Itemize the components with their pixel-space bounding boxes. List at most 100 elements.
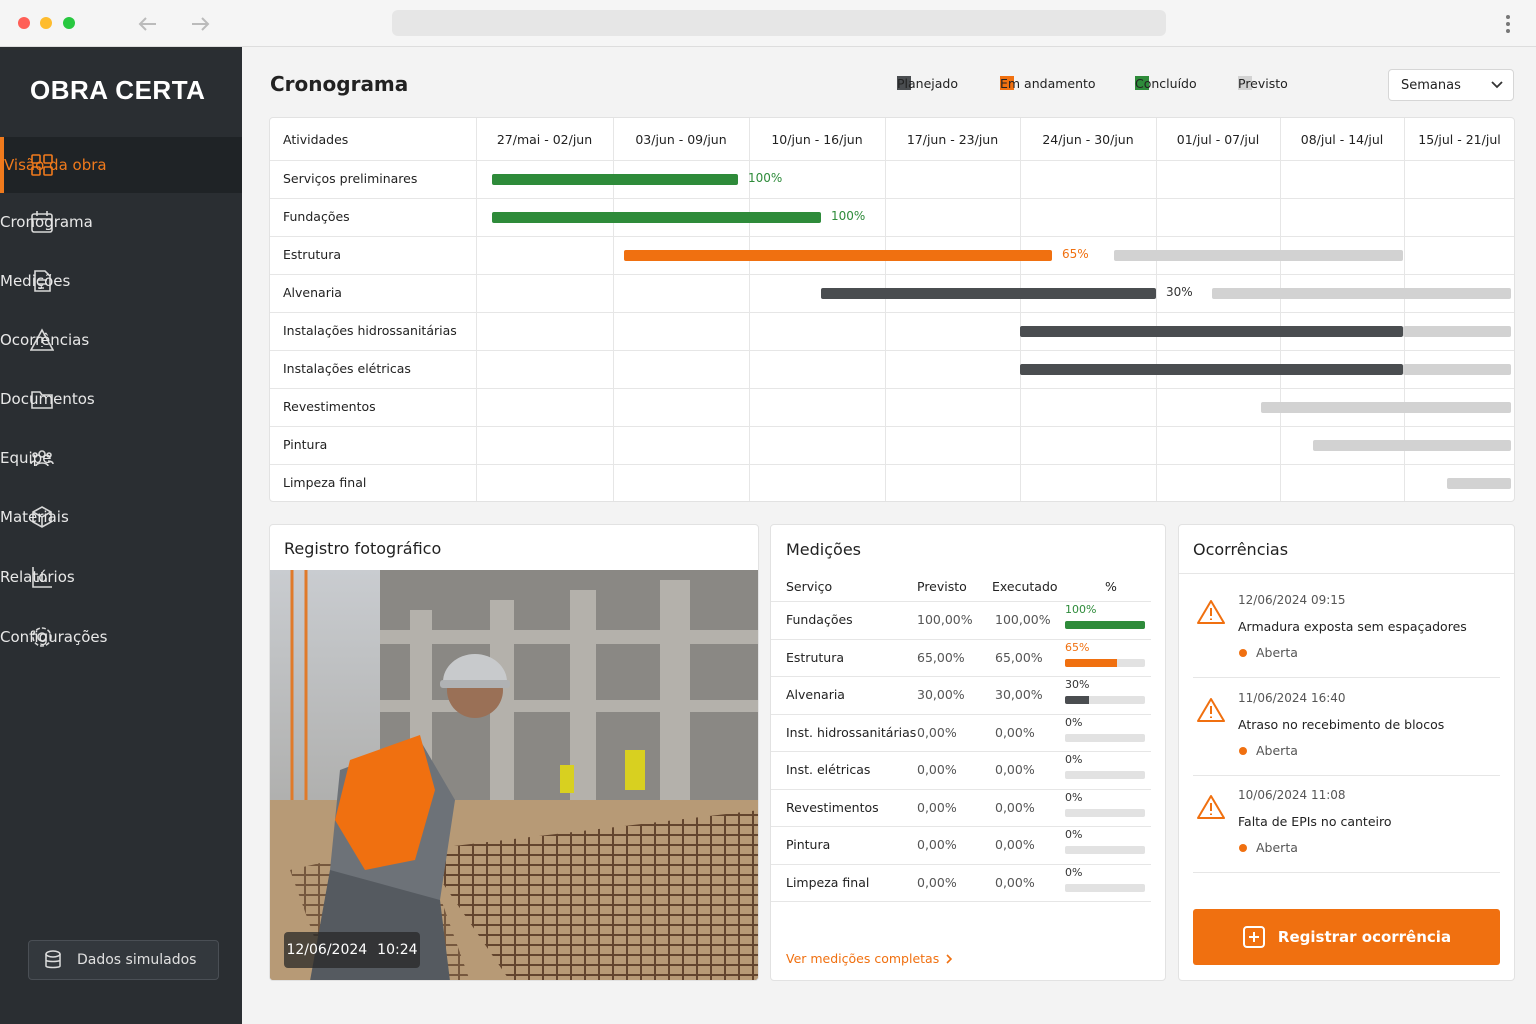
page-title: Cronograma [270,72,409,96]
meas-header: % [1105,579,1117,594]
nav-icon [30,450,54,467]
progress-label: 65% [1062,247,1089,261]
progress-track [1065,883,1145,892]
meas-executed: 30,00% [995,687,1043,702]
max-dot[interactable] [63,17,75,29]
incident-status: Aberta [1256,645,1298,660]
warning-icon [1197,600,1225,624]
progress-fill [1065,621,1145,629]
nav-item[interactable]: Configurações [0,609,242,665]
incident-status: Aberta [1256,742,1298,758]
col-divider [1156,118,1157,501]
meas-divider [771,751,1151,752]
meas-pct: 30% [1065,678,1090,691]
meas-planned: 0,00% [917,799,957,815]
close-dot[interactable] [18,17,30,29]
measurements-panel: Medições Ver medições completas Serviço P… [770,524,1166,981]
simulated-label: Dados simulados [77,952,197,968]
meas-divider [771,676,1151,677]
nav-label: Cronograma [0,213,93,231]
nav-item[interactable]: Cronograma [0,194,242,250]
photo[interactable] [270,570,759,981]
warning-icon [1197,697,1225,722]
progress-track [1065,733,1145,742]
warning-icon [1197,795,1225,819]
nav-item[interactable]: Medições [0,253,242,309]
progress-label: 100% [748,171,783,185]
meas-executed: 100,00% [995,612,1051,627]
progress-track [1065,808,1145,817]
meas-executed: 65,00% [995,649,1043,665]
incidents-title: Ocorrências [1193,540,1289,559]
col-divider [613,118,614,501]
nav-item[interactable]: Equipe [0,430,242,486]
progress-track [1065,658,1145,667]
gantt-bar [1020,364,1403,375]
min-dot[interactable] [40,17,52,29]
incident-description: Falta de EPIs no canteiro [1238,814,1392,829]
activity-label: Pintura [283,437,328,452]
register-button[interactable]: Registrar ocorrência [1193,909,1500,965]
meas-pct: 0% [1065,790,1083,804]
meas-divider [771,638,1151,640]
nav-label: Materiais [0,508,69,526]
row-divider [270,160,1514,161]
nav-arrows[interactable] [138,14,218,34]
menu[interactable] [1504,14,1512,34]
meas-header: Serviço [786,579,833,594]
meas-planned: 0,00% [917,724,957,740]
meas-service: Inst. hidrossanitárias [786,724,917,740]
meas-service: Pintura [786,837,831,852]
period-label: Semanas [1401,77,1461,93]
measurements-link[interactable]: Ver medições completas [786,951,955,966]
nav-icon [31,391,53,409]
col-header: 10/jun - 16/jun [771,132,863,147]
col-divider [1020,118,1021,501]
legend-swatch [1000,76,1014,90]
nav-item[interactable]: Visão da obra [0,137,242,193]
nav-item[interactable]: Relatórios [0,549,242,605]
period-select[interactable]: Semanas [1388,69,1514,101]
nav-item[interactable]: Documentos [0,371,242,427]
meas-divider [771,788,1151,790]
link-label: Ver medições completas [786,951,940,966]
activity-label: Estrutura [283,247,341,262]
photo-timestamp: 12/06/2024 10:24 [284,932,420,968]
address-bar[interactable] [392,10,1166,36]
meas-planned: 65,00% [917,649,965,665]
gantt-bar [624,250,1052,261]
legend-swatch [897,76,911,90]
nav-item[interactable]: Ocorrências [0,312,242,368]
gantt-bar [492,174,738,185]
photo-date: 12/06/2024 [286,942,368,958]
gantt-bar [1114,250,1403,261]
meas-executed: 0,00% [995,837,1035,852]
button-label: Registrar ocorrência [1277,928,1452,946]
meas-pct: 65% [1065,640,1090,654]
simulated-data[interactable]: Dados simulados [28,940,219,980]
activity-label: Instalações elétricas [283,361,411,376]
gantt-bar [1313,440,1511,451]
col-divider [476,118,477,501]
meas-pct: 0% [1065,753,1083,766]
photo-time: 10:24 [377,942,418,958]
nav-item[interactable]: Materiais [0,489,242,545]
nav-icon [32,627,52,647]
col-header: 08/jul - 14/jul [1300,132,1384,147]
incident-divider [1193,774,1500,776]
col-divider [885,118,886,501]
gantt-bar [1020,326,1403,337]
row-divider [270,236,1514,237]
activity-label: Revestimentos [283,399,376,414]
legend-item: Concluído [1135,76,1197,91]
nav-label: Visão da obra [4,156,107,174]
col-header: 27/mai - 02/jun [496,132,593,147]
gantt-bar [1447,477,1511,489]
progress-track [1065,771,1145,779]
meas-service: Inst. elétricas [786,762,871,777]
meas-service: Estrutura [786,649,844,665]
chevron [1491,81,1503,89]
progress-track [1065,696,1145,704]
meas-planned: 0,00% [917,874,957,890]
col-divider [1404,118,1405,501]
